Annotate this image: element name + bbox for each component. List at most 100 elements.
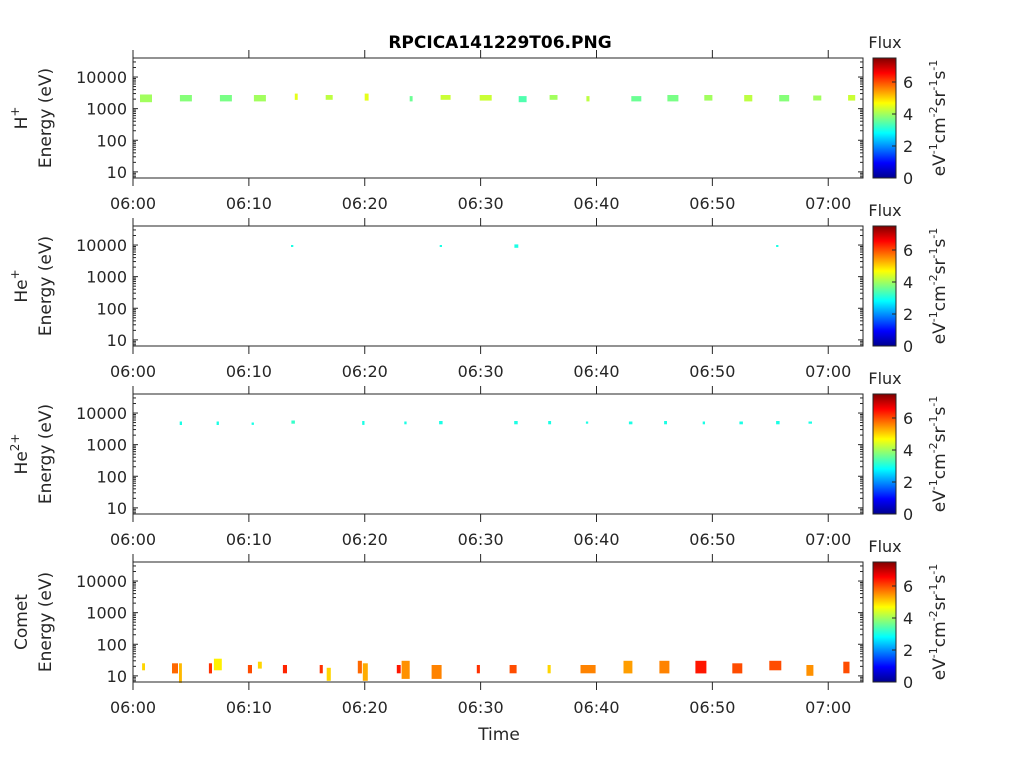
colorbar-tick-label: 2 <box>903 137 913 156</box>
plot-frame <box>132 57 864 179</box>
unit-exponent: -1 <box>927 80 940 91</box>
unit-exponent: -2 <box>927 610 940 621</box>
unit-exponent: -2 <box>927 442 940 453</box>
panel-4: 10 100 1000 10000 06:00 06:10 06:20 06:30 06:40 0… <box>12 537 950 717</box>
colorbar-title: Flux <box>868 537 901 556</box>
unit-exponent: -2 <box>927 106 940 117</box>
unit-base: sr <box>930 426 950 442</box>
x-tick-label: 06:40 <box>573 362 619 381</box>
x-tick-label: 06:20 <box>342 362 388 381</box>
flux-cell <box>476 665 480 674</box>
flux-cell <box>769 660 782 671</box>
unit-exponent: -1 <box>927 584 940 595</box>
unit-base: s <box>930 575 950 584</box>
x-tick-label: 07:00 <box>805 194 851 213</box>
colorbar-unit-label: eV-1cm-2sr-1s-1 <box>927 228 950 345</box>
flux-cell <box>396 665 401 674</box>
y-tick-label: 100 <box>96 131 127 150</box>
flux-cell <box>514 421 518 425</box>
flux-cell <box>779 95 790 102</box>
colorbar-tick-label: 4 <box>903 609 913 628</box>
x-tick-label: 06:10 <box>226 194 272 213</box>
x-tick-label: 07:00 <box>805 530 851 549</box>
flux-cell <box>518 96 527 103</box>
chart-title: RPCICA141229T06.PNG <box>388 33 611 53</box>
unit-base: sr <box>930 258 950 274</box>
y-tick-label: 1000 <box>86 100 127 119</box>
flux-cell <box>664 421 667 425</box>
x-tick-label: 06:20 <box>342 194 388 213</box>
unit-base: sr <box>930 90 950 106</box>
flux-cell <box>776 245 779 247</box>
flux-cell <box>479 95 492 101</box>
flux-cell <box>362 421 365 425</box>
y-tick-label: 10 <box>107 331 127 350</box>
unit-base: cm <box>930 285 950 311</box>
x-tick-label: 06:50 <box>689 530 735 549</box>
flux-cell <box>667 95 679 102</box>
flux-cell <box>362 663 368 681</box>
flux-cell <box>282 665 287 674</box>
x-tick-label: 06:40 <box>573 530 619 549</box>
unit-exponent: -1 <box>927 564 940 575</box>
flux-cell <box>585 421 589 424</box>
flux-cell <box>732 663 743 674</box>
colorbar-tick-label: 2 <box>903 473 913 492</box>
colorbar-tick-label: 0 <box>903 673 913 692</box>
panel-2: 10 100 1000 10000 06:00 06:10 06:20 06:30 06:40 0… <box>8 201 950 381</box>
flux-cell <box>357 660 362 674</box>
flux-cell <box>813 95 822 101</box>
unit-exponent: -1 <box>927 416 940 427</box>
x-tick-label: 06:00 <box>110 530 156 549</box>
species-charge: + <box>8 107 22 117</box>
y-tick-label: 1000 <box>86 268 127 287</box>
flux-cell <box>319 665 323 674</box>
species-label: H+ <box>8 107 32 130</box>
panel-3: 10 100 1000 10000 06:00 06:10 06:20 06:30 06:40 0… <box>8 369 950 549</box>
unit-base: sr <box>930 594 950 610</box>
flux-cell <box>291 245 294 247</box>
y-tick-label: 10 <box>107 163 127 182</box>
species-name: He <box>12 279 32 302</box>
y-axis-label: Energy (eV) <box>36 404 56 504</box>
plot-frame <box>132 561 864 683</box>
species-charge: 2+ <box>8 434 22 452</box>
x-tick-label: 06:50 <box>689 194 735 213</box>
flux-cell <box>808 421 812 424</box>
flux-cell <box>257 661 262 669</box>
flux-cell <box>440 95 451 100</box>
unit-base: cm <box>930 117 950 143</box>
flux-cell <box>547 665 551 674</box>
colorbar-tick-label: 0 <box>903 169 913 188</box>
flux-cell <box>843 661 850 674</box>
x-tick-label: 06:00 <box>110 698 156 717</box>
y-tick-label: 100 <box>96 299 127 318</box>
flux-cell <box>702 421 705 425</box>
unit-exponent: -2 <box>927 274 940 285</box>
unit-base: eV <box>930 490 950 512</box>
flux-cell <box>623 660 633 674</box>
unit-exponent: -1 <box>927 396 940 407</box>
flux-cell <box>806 665 814 676</box>
species-name: Comet <box>12 594 32 650</box>
flux-cell <box>172 663 178 674</box>
flux-cell <box>439 421 443 425</box>
x-tick-label: 06:10 <box>226 530 272 549</box>
y-axis-label: Energy (eV) <box>36 68 56 168</box>
colorbar-title: Flux <box>868 369 901 388</box>
y-axis-label: Energy (eV) <box>36 572 56 672</box>
unit-base: eV <box>930 322 950 344</box>
x-tick-label: 06:30 <box>458 530 504 549</box>
unit-exponent: -1 <box>927 248 940 259</box>
x-tick-label: 06:10 <box>226 362 272 381</box>
x-tick-label: 06:40 <box>573 194 619 213</box>
colorbar-tick-label: 2 <box>903 305 913 324</box>
y-tick-label: 100 <box>96 635 127 654</box>
colorbar-gradient <box>872 561 897 683</box>
colorbar-tick-label: 0 <box>903 505 913 524</box>
flux-cell <box>291 420 295 424</box>
plot-frame <box>132 225 864 347</box>
